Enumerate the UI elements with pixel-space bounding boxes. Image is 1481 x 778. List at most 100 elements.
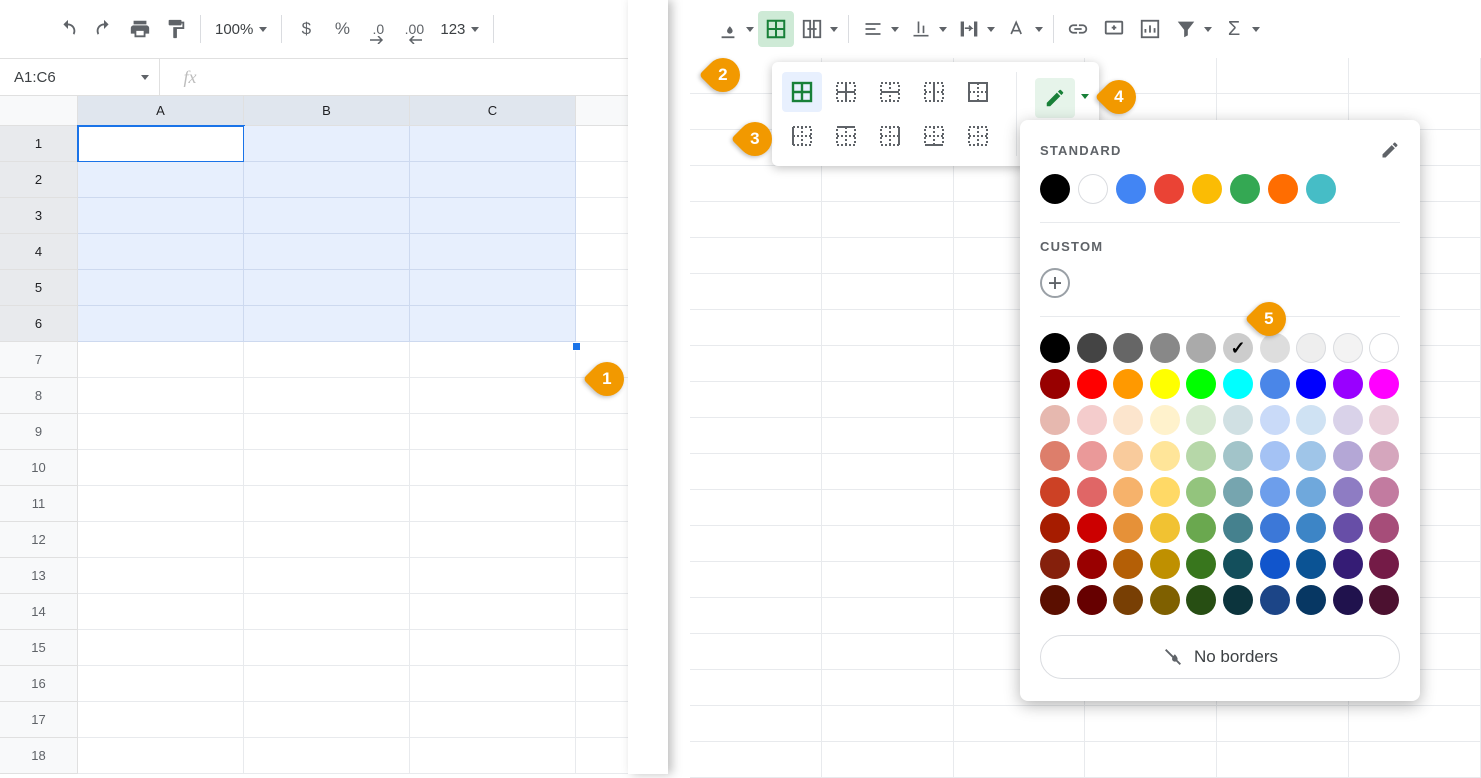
col-header[interactable]: C <box>410 96 576 126</box>
text-wrap-button[interactable] <box>951 11 987 47</box>
cell[interactable] <box>244 414 410 450</box>
cell[interactable] <box>244 738 410 774</box>
cell[interactable] <box>822 166 954 202</box>
palette-swatch[interactable] <box>1223 585 1253 615</box>
palette-swatch[interactable] <box>1333 513 1363 543</box>
cell[interactable] <box>410 342 576 378</box>
cell[interactable] <box>822 670 954 706</box>
cell[interactable] <box>244 702 410 738</box>
cell[interactable] <box>78 126 244 162</box>
cell[interactable] <box>410 738 576 774</box>
palette-swatch[interactable] <box>1150 549 1180 579</box>
increase-decimal-button[interactable]: .00 <box>396 11 432 47</box>
palette-swatch[interactable] <box>1223 405 1253 435</box>
palette-swatch[interactable] <box>1040 369 1070 399</box>
palette-swatch[interactable] <box>1040 333 1070 363</box>
cell[interactable] <box>244 234 410 270</box>
format-currency-button[interactable]: $ <box>288 11 324 47</box>
row-header[interactable]: 18 <box>0 738 78 774</box>
row-header[interactable]: 7 <box>0 342 78 378</box>
cell[interactable] <box>690 166 822 202</box>
palette-swatch[interactable] <box>1150 405 1180 435</box>
palette-swatch[interactable] <box>1333 441 1363 471</box>
chevron-down-icon[interactable] <box>1252 27 1260 32</box>
add-custom-color-button[interactable] <box>1040 268 1070 298</box>
chevron-down-icon[interactable] <box>1204 27 1212 32</box>
border-none-button[interactable] <box>958 116 998 156</box>
palette-swatch[interactable] <box>1260 333 1290 363</box>
palette-swatch[interactable] <box>1113 405 1143 435</box>
cell[interactable] <box>244 342 410 378</box>
cell[interactable] <box>410 126 576 162</box>
cell[interactable] <box>244 486 410 522</box>
palette-swatch[interactable] <box>1150 477 1180 507</box>
print-button[interactable] <box>122 11 158 47</box>
palette-swatch[interactable] <box>1040 405 1070 435</box>
row-header[interactable]: 11 <box>0 486 78 522</box>
cell[interactable] <box>822 490 954 526</box>
palette-swatch[interactable] <box>1369 441 1399 471</box>
palette-swatch[interactable] <box>1333 549 1363 579</box>
cell[interactable] <box>78 702 244 738</box>
cell[interactable] <box>244 306 410 342</box>
palette-swatch[interactable] <box>1296 585 1326 615</box>
functions-button[interactable]: Σ <box>1216 11 1252 47</box>
palette-swatch[interactable] <box>1296 441 1326 471</box>
cell[interactable] <box>78 234 244 270</box>
palette-swatch[interactable] <box>1113 441 1143 471</box>
cell[interactable] <box>690 706 822 742</box>
palette-swatch[interactable] <box>1186 369 1216 399</box>
cell[interactable] <box>822 598 954 634</box>
cell[interactable] <box>244 378 410 414</box>
cell[interactable] <box>78 270 244 306</box>
filter-button[interactable] <box>1168 11 1204 47</box>
undo-button[interactable] <box>50 11 86 47</box>
cell[interactable] <box>1349 58 1481 94</box>
palette-swatch[interactable] <box>1223 513 1253 543</box>
palette-swatch[interactable] <box>1077 333 1107 363</box>
merge-cells-button[interactable] <box>794 11 830 47</box>
cell[interactable] <box>954 706 1086 742</box>
cell[interactable] <box>78 630 244 666</box>
select-all-corner[interactable] <box>0 96 78 126</box>
cell[interactable] <box>410 702 576 738</box>
chevron-down-icon[interactable] <box>746 27 754 32</box>
palette-swatch[interactable] <box>1296 369 1326 399</box>
cell[interactable] <box>822 742 954 778</box>
cell[interactable] <box>244 630 410 666</box>
fill-color-button[interactable] <box>710 11 746 47</box>
cell[interactable] <box>78 594 244 630</box>
insert-chart-button[interactable] <box>1132 11 1168 47</box>
row-header[interactable]: 5 <box>0 270 78 306</box>
col-header[interactable]: A <box>78 96 244 126</box>
cell[interactable] <box>690 310 822 346</box>
cell[interactable] <box>410 450 576 486</box>
palette-swatch[interactable] <box>1113 585 1143 615</box>
color-swatch[interactable] <box>1192 174 1222 204</box>
border-outer-button[interactable] <box>958 72 998 112</box>
cell[interactable] <box>1217 742 1349 778</box>
cell[interactable] <box>690 742 822 778</box>
cell[interactable] <box>410 666 576 702</box>
color-swatch[interactable] <box>1078 174 1108 204</box>
cell[interactable] <box>1217 706 1349 742</box>
cell[interactable] <box>1217 58 1349 94</box>
palette-swatch[interactable] <box>1369 369 1399 399</box>
cell[interactable] <box>410 198 576 234</box>
palette-swatch[interactable] <box>1113 549 1143 579</box>
cell[interactable] <box>690 670 822 706</box>
cell[interactable] <box>690 526 822 562</box>
cell[interactable] <box>78 522 244 558</box>
color-swatch[interactable] <box>1306 174 1336 204</box>
palette-swatch[interactable] <box>1077 549 1107 579</box>
color-swatch[interactable] <box>1040 174 1070 204</box>
palette-swatch[interactable] <box>1040 549 1070 579</box>
vertical-align-button[interactable] <box>903 11 939 47</box>
row-header[interactable]: 10 <box>0 450 78 486</box>
palette-swatch[interactable] <box>1150 585 1180 615</box>
palette-swatch[interactable] <box>1150 441 1180 471</box>
cell[interactable] <box>78 558 244 594</box>
color-swatch[interactable] <box>1230 174 1260 204</box>
palette-swatch[interactable] <box>1369 405 1399 435</box>
edit-pencil-icon[interactable] <box>1380 140 1400 160</box>
